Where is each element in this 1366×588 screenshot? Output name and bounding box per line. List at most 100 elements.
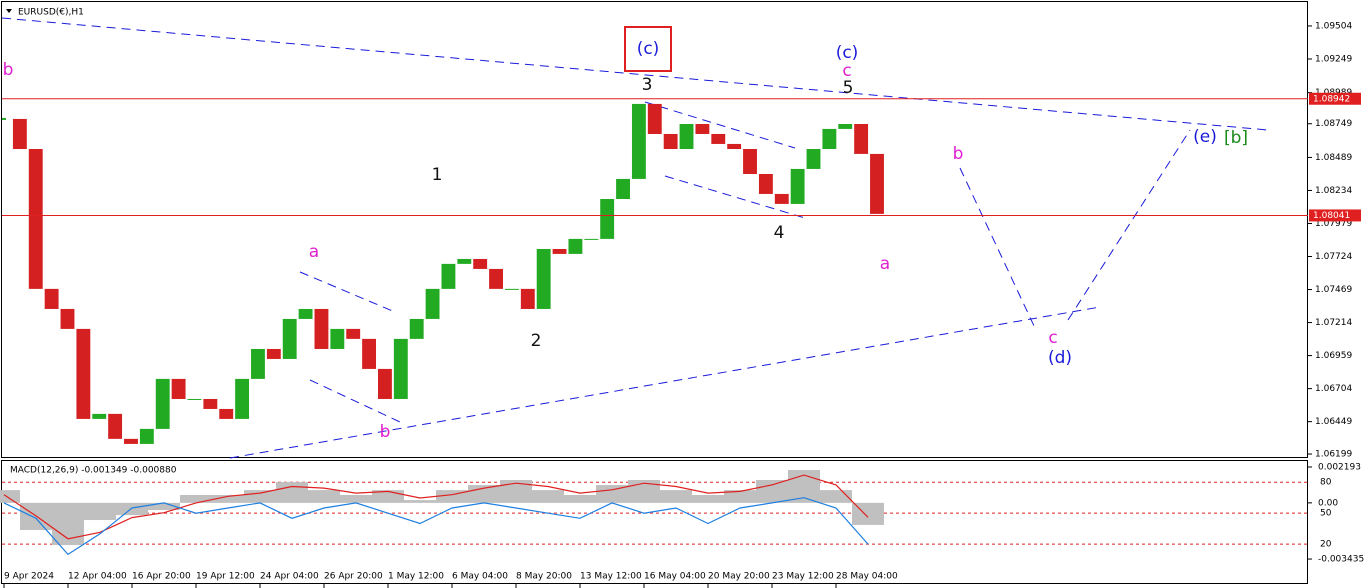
annotation-box [624, 26, 672, 72]
x-tick-label: 20 May 20:00 [708, 572, 770, 582]
x-tick-label: 1 May 12:00 [388, 572, 444, 582]
x-tick-label: 23 May 12:00 [772, 572, 834, 582]
macd-bar [404, 500, 436, 503]
candle [679, 124, 694, 150]
y2-tick-label: 50 [1320, 509, 1332, 519]
candle [314, 308, 329, 349]
price-level-box [1309, 209, 1361, 222]
y-tick-label: 1.07469 [1315, 285, 1352, 295]
candle [362, 338, 377, 369]
x-tick-label: 16 Apr 20:00 [132, 572, 191, 582]
y-tick-label: 1.07214 [1315, 318, 1352, 328]
candle [774, 193, 789, 204]
chart-title: EURUSD(€),H1 [18, 8, 84, 18]
y2-tick-label: 80 [1320, 478, 1332, 488]
candle [838, 124, 853, 129]
macd-bar [244, 490, 276, 503]
macd-bar [724, 490, 756, 503]
price-level-box [1309, 92, 1361, 105]
candle [552, 248, 567, 254]
candle [600, 198, 615, 239]
wave-label: b [380, 422, 391, 442]
candle [425, 288, 440, 319]
wave-label: b [3, 60, 14, 80]
candle [568, 238, 583, 254]
menu-arrow[interactable] [6, 9, 12, 13]
candle [441, 263, 456, 289]
y2-tick-label: 20 [1320, 540, 1332, 550]
candle [409, 318, 424, 339]
candle [44, 288, 59, 309]
candle [251, 348, 265, 379]
macd-panel [1, 460, 1308, 584]
y-tick-label: 0.00 [1318, 498, 1338, 508]
price-panel [1, 1, 1308, 458]
wave-label: (d) [1048, 348, 1072, 368]
candle [235, 378, 250, 419]
y-tick-label: 1.08234 [1315, 186, 1352, 196]
macd-bar [148, 502, 180, 511]
candle [504, 288, 519, 290]
candle [663, 133, 678, 150]
y-tick-label: 0.002193 [1318, 463, 1361, 473]
candle [12, 118, 27, 150]
macd-bar [756, 479, 788, 503]
macd-bar [628, 479, 660, 503]
x-tick-label: 9 Apr 2024 [4, 572, 54, 582]
y-tick-label: 1.07979 [1315, 219, 1352, 229]
candle [647, 103, 662, 134]
price-level-label: 1.08041 [1313, 211, 1350, 221]
y-tick-label: 1.09249 [1315, 54, 1352, 64]
candle [743, 149, 757, 175]
candle [298, 308, 313, 319]
candle [631, 103, 646, 179]
candle [489, 268, 503, 289]
y-tick-label: -0.003435 [1318, 555, 1364, 565]
macd-bar [212, 495, 244, 503]
wave-label: c [1048, 328, 1057, 348]
candle [203, 398, 218, 409]
macd-title: MACD(12,26,9) -0.001349 -0.000880 [10, 466, 177, 476]
wave-label: (e) [1193, 127, 1217, 147]
candle [2, 117, 6, 120]
wave-label: 4 [774, 223, 785, 243]
macd-bar [52, 502, 84, 546]
x-tick-label: 6 May 04:00 [452, 572, 508, 582]
candle [790, 168, 805, 204]
candle [187, 398, 202, 400]
macd-bar [180, 495, 212, 503]
candle [822, 128, 837, 150]
candle [457, 258, 472, 264]
macd-bar [564, 495, 596, 503]
channel-line [664, 175, 806, 219]
candle [330, 328, 345, 349]
channel-line [309, 379, 401, 423]
candle [520, 288, 535, 309]
wave-label: [b] [1224, 128, 1248, 148]
trendlines [1, 17, 1269, 459]
y-tick-label: 1.06199 [1315, 450, 1352, 460]
candle [727, 143, 742, 150]
macd-bar [692, 495, 724, 503]
indicator-line [3, 497, 869, 556]
candle [616, 178, 630, 199]
candle [60, 308, 75, 329]
lower-trendline [229, 306, 1101, 459]
macd-bar [84, 502, 116, 521]
wave-label: c [842, 61, 851, 81]
candle [393, 338, 408, 399]
candle [282, 318, 297, 359]
candle [854, 124, 869, 154]
candle [155, 378, 170, 429]
y-tick-label: 1.06959 [1315, 351, 1352, 361]
candle [171, 378, 186, 399]
macd-bar [308, 490, 340, 503]
projection-line [1067, 129, 1191, 321]
macd-bar [0, 490, 20, 503]
candle [124, 438, 138, 444]
candle [378, 368, 392, 399]
candle [473, 258, 488, 269]
candle [346, 328, 361, 339]
